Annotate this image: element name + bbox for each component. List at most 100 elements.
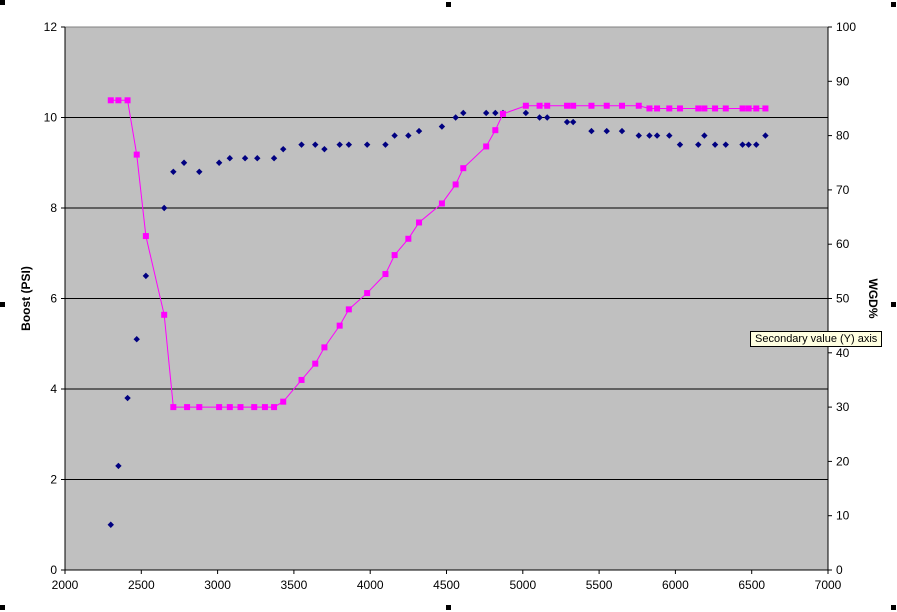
data-point [452, 181, 459, 188]
y-tick-label: 0 [50, 563, 57, 577]
data-point [133, 336, 140, 343]
x-tick-label: 6500 [738, 578, 765, 592]
data-point [676, 141, 684, 148]
data-point [142, 272, 150, 280]
data-point [635, 102, 642, 109]
axes [61, 26, 832, 574]
data-point [107, 521, 114, 528]
data-point [438, 123, 446, 130]
data-point [460, 109, 467, 117]
data-point [312, 141, 319, 148]
x-tick-label: 7000 [815, 578, 842, 592]
selection-handle[interactable] [446, 605, 451, 610]
data-point [160, 204, 168, 212]
data-point [321, 145, 328, 153]
data-point [124, 394, 131, 402]
data-point [405, 132, 412, 139]
y2-tick-label: 10 [836, 509, 850, 523]
data-point [261, 404, 268, 411]
y2-tick-label: 80 [836, 129, 850, 143]
y2-tick-labels: 0 10 20 30 40 50 60 70 80 90 100 [836, 20, 856, 577]
x-tick-label: 2000 [52, 578, 79, 592]
data-point [635, 132, 642, 139]
data-point [701, 132, 708, 139]
y-tick-label: 6 [50, 292, 57, 306]
data-point [251, 404, 258, 411]
data-point [415, 127, 423, 135]
data-point [762, 105, 769, 112]
data-point [564, 102, 571, 109]
data-point [196, 168, 203, 175]
y2-tick-label: 70 [836, 183, 850, 197]
series-group [107, 97, 769, 528]
data-point [618, 102, 625, 109]
x-tick-label: 5000 [509, 578, 536, 592]
data-point [569, 118, 577, 126]
data-point [762, 132, 769, 139]
data-point [711, 141, 719, 148]
y2-tick-label: 40 [836, 346, 850, 360]
selection-handle[interactable] [446, 2, 451, 7]
data-point [522, 102, 529, 109]
data-point [142, 233, 149, 240]
data-point [701, 105, 708, 112]
data-point [133, 151, 140, 158]
selection-handle[interactable] [0, 605, 5, 610]
y-tick-labels: 0 2 4 6 8 10 12 [44, 20, 58, 577]
x-tick-labels: 2000 2500 3000 3500 4000 4500 5000 5500 6000 6500… [52, 578, 842, 592]
y2-tick-label: 0 [836, 563, 843, 577]
data-point [215, 159, 223, 166]
y2-tick-label: 60 [836, 237, 850, 251]
data-point [382, 271, 389, 278]
data-point [460, 165, 467, 172]
data-point [115, 462, 122, 470]
data-point [653, 132, 661, 139]
data-point [270, 155, 278, 162]
data-point [216, 404, 223, 411]
data-point [722, 105, 729, 112]
data-point [345, 141, 353, 148]
y2-axis-title[interactable]: WGD% [866, 279, 880, 319]
data-point [241, 155, 249, 162]
y2-tick-label: 90 [836, 74, 850, 88]
data-point [438, 200, 445, 207]
selection-handle[interactable] [891, 302, 896, 307]
selection-handle[interactable] [891, 2, 896, 7]
data-point [280, 145, 287, 153]
selection-handle[interactable] [0, 0, 5, 5]
x-tick-label: 6000 [662, 578, 689, 592]
data-point [695, 141, 702, 148]
data-point [254, 155, 261, 162]
x-tick-label: 2500 [128, 578, 155, 592]
data-point [745, 141, 752, 148]
y-tick-label: 8 [50, 201, 57, 215]
data-point [271, 404, 278, 411]
data-point [492, 127, 499, 134]
data-point [336, 322, 343, 329]
data-point [405, 235, 412, 242]
data-point [115, 97, 122, 104]
x-tick-label: 3000 [204, 578, 231, 592]
data-point [184, 404, 191, 411]
data-point [695, 105, 702, 112]
series-1 [107, 109, 769, 528]
data-point [499, 110, 506, 117]
y-axis-title[interactable]: Boost (PSI) [19, 266, 33, 331]
data-point [280, 398, 287, 405]
data-point [536, 102, 543, 109]
gridlines [65, 117, 828, 480]
data-point [753, 105, 760, 112]
selection-handle[interactable] [891, 605, 896, 610]
data-point [676, 105, 683, 112]
data-point [483, 143, 490, 150]
data-point [522, 109, 530, 117]
selection-handle[interactable] [0, 302, 5, 307]
data-point [345, 306, 352, 313]
data-point [745, 105, 752, 112]
series-2 [107, 97, 769, 411]
y-tick-label: 12 [44, 20, 58, 34]
y2-tick-label: 20 [836, 454, 850, 468]
data-point [124, 97, 131, 104]
data-point [588, 102, 595, 109]
